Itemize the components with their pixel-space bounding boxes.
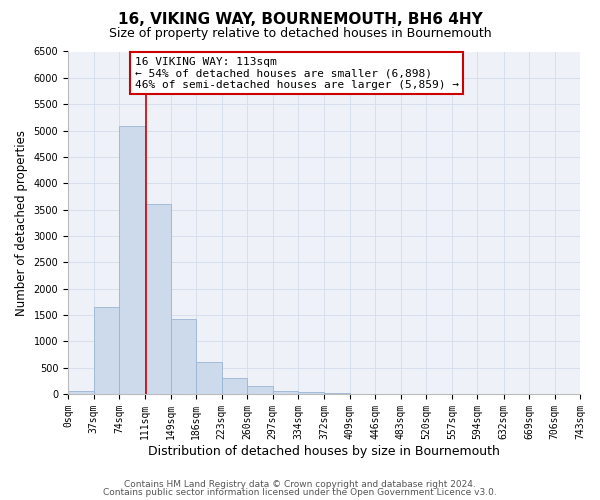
Bar [119,126,145,394]
X-axis label: Distribution of detached houses by size in Bournemouth: Distribution of detached houses by size … [148,444,500,458]
Bar [221,378,247,394]
Bar [272,391,298,394]
Text: Size of property relative to detached houses in Bournemouth: Size of property relative to detached ho… [109,28,491,40]
Bar [298,392,325,394]
Bar [68,391,94,394]
Text: 16 VIKING WAY: 113sqm
← 54% of detached houses are smaller (6,898)
46% of semi-d: 16 VIKING WAY: 113sqm ← 54% of detached … [134,56,458,90]
Bar [247,386,272,394]
Bar [94,307,119,394]
Text: Contains public sector information licensed under the Open Government Licence v3: Contains public sector information licen… [103,488,497,497]
Text: 16, VIKING WAY, BOURNEMOUTH, BH6 4HY: 16, VIKING WAY, BOURNEMOUTH, BH6 4HY [118,12,482,28]
Bar [145,204,170,394]
Y-axis label: Number of detached properties: Number of detached properties [15,130,28,316]
Bar [196,362,221,394]
Text: Contains HM Land Registry data © Crown copyright and database right 2024.: Contains HM Land Registry data © Crown c… [124,480,476,489]
Bar [170,319,196,394]
